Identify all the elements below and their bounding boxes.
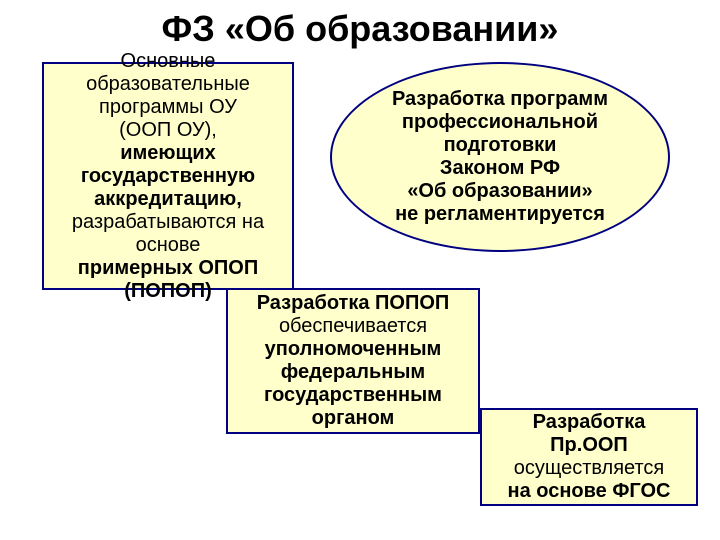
text-line: федеральным: [257, 361, 450, 384]
text-line: государственную: [72, 165, 264, 188]
text-line: основе: [72, 234, 264, 257]
ellipse-prof-training: Разработка программпрофессиональнойподго…: [330, 62, 670, 252]
text-line: Законом РФ: [392, 157, 608, 180]
text-line: имеющих: [72, 142, 264, 165]
text-line: Пр.ООП: [508, 434, 671, 457]
text-line: «Об образовании»: [392, 180, 608, 203]
title-text: ФЗ «Об образовании»: [162, 8, 559, 49]
text-line: подготовки: [392, 134, 608, 157]
box-main-programs-text: Основныеобразовательныепрограммы ОУ(ООП …: [72, 50, 264, 303]
text-line: на основе ФГОС: [508, 480, 671, 503]
text-line: программы ОУ: [72, 96, 264, 119]
box-popop-development: Разработка ПОПОПобеспечиваетсяуполномоче…: [226, 288, 480, 434]
text-line: государственным: [257, 384, 450, 407]
text-line: уполномоченным: [257, 338, 450, 361]
text-line: органом: [257, 407, 450, 430]
text-line: осуществляется: [508, 457, 671, 480]
box-proop-development: РазработкаПр.ООПосуществляетсяна основе …: [480, 408, 698, 506]
text-line: обеспечивается: [257, 315, 450, 338]
box-main-programs: Основныеобразовательныепрограммы ОУ(ООП …: [42, 62, 294, 290]
text-line: примерных ОПОП: [72, 257, 264, 280]
text-line: аккредитацию,: [72, 188, 264, 211]
text-line: разрабатываются на: [72, 211, 264, 234]
text-line: (ООП ОУ),: [72, 119, 264, 142]
text-line: профессиональной: [392, 111, 608, 134]
text-line: образовательные: [72, 73, 264, 96]
box-proop-development-text: РазработкаПр.ООПосуществляетсяна основе …: [508, 411, 671, 503]
page-title: ФЗ «Об образовании»: [0, 8, 720, 50]
text-line: Разработка программ: [392, 88, 608, 111]
ellipse-prof-training-text: Разработка программпрофессиональнойподго…: [392, 88, 608, 226]
text-line: Разработка ПОПОП: [257, 292, 450, 315]
text-line: Разработка: [508, 411, 671, 434]
box-popop-development-text: Разработка ПОПОПобеспечиваетсяуполномоче…: [257, 292, 450, 430]
text-line: не регламентируется: [392, 203, 608, 226]
text-line: Основные: [72, 50, 264, 73]
